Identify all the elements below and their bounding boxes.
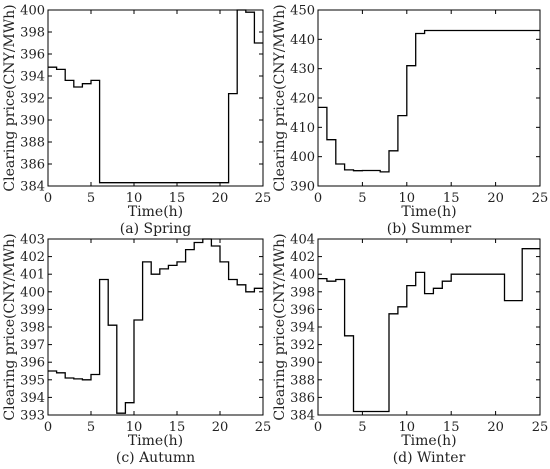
- x-tick-label: 5: [358, 420, 366, 435]
- x-tick-label: 5: [87, 420, 95, 435]
- x-axis-label: Time(h): [128, 433, 183, 449]
- y-tick-label: 399: [20, 303, 45, 318]
- y-tick-label: 410: [290, 121, 315, 136]
- x-tick-label: 20: [487, 420, 504, 435]
- x-tick-label: 10: [126, 420, 143, 435]
- price-series-line: [318, 248, 540, 413]
- x-tick-label: 20: [487, 191, 504, 206]
- plot-frame: [317, 238, 541, 416]
- subplot-4: 0 5 10 15 20 25 384 386 388 390 392 394 396 398 400 402…: [272, 233, 548, 467]
- y-tick-label: 386: [20, 158, 45, 173]
- y-tick-label: 400: [20, 285, 45, 300]
- x-tick-label: 0: [44, 420, 52, 435]
- y-tick-label: 402: [20, 250, 45, 265]
- subplot-caption: (d) Winter: [393, 450, 466, 466]
- x-tick-label: 15: [443, 191, 460, 206]
- y-axis-label: Clearing price(CNY/MWh): [2, 233, 18, 420]
- x-tick-label: 25: [532, 420, 549, 435]
- subplot-2: 0 5 10 15 20 25 390 400 410 420 430 440 450 Time(h)(b…: [272, 4, 548, 238]
- y-tick-label: 386: [290, 391, 315, 406]
- y-tick-label: 398: [290, 285, 315, 300]
- y-tick-label: 394: [20, 70, 45, 85]
- y-axis-label: Clearing price(CNY/MWh): [272, 233, 288, 420]
- y-tick-label: 388: [290, 373, 315, 388]
- price-series-line: [48, 238, 263, 414]
- x-tick-label: 20: [212, 420, 229, 435]
- x-tick-label: 0: [44, 191, 52, 206]
- y-tick-label: 397: [20, 338, 45, 353]
- y-tick-label: 398: [20, 26, 45, 41]
- x-tick-label: 20: [212, 191, 229, 206]
- y-tick-label: 401: [20, 268, 45, 283]
- subplot-1: 0 5 10 15 20 25 384 386 388 390 392 394 396 398 400 Tim…: [2, 4, 271, 238]
- x-axis-label: Time(h): [401, 204, 456, 220]
- x-tick-label: 10: [399, 191, 416, 206]
- y-tick-label: 396: [290, 303, 315, 318]
- subplot-3: 0 5 10 15 20 25 393 394 395 396 397 398 399 400 401 402…: [2, 233, 271, 467]
- y-axis-label: Clearing price(CNY/MWh): [2, 4, 18, 191]
- y-tick-label: 420: [290, 92, 315, 107]
- x-tick-label: 25: [255, 420, 272, 435]
- x-axis-label: Time(h): [128, 204, 183, 220]
- y-tick-label: 403: [20, 233, 45, 248]
- y-tick-label: 392: [20, 92, 45, 107]
- y-tick-label: 398: [20, 321, 45, 336]
- y-tick-label: 400: [20, 4, 45, 19]
- x-tick-label: 5: [358, 191, 366, 206]
- plot-frame: [47, 9, 264, 187]
- y-tick-label: 394: [20, 391, 45, 406]
- x-tick-label: 15: [169, 191, 186, 206]
- price-series-line: [318, 29, 540, 173]
- y-tick-label: 396: [20, 356, 45, 371]
- x-tick-label: 10: [399, 420, 416, 435]
- y-tick-label: 395: [20, 373, 45, 388]
- subplot-caption: (a) Spring: [120, 221, 191, 237]
- x-tick-label: 25: [532, 191, 549, 206]
- plot-frame: [47, 238, 264, 416]
- y-tick-label: 440: [290, 33, 315, 48]
- x-tick-label: 15: [443, 420, 460, 435]
- x-tick-label: 25: [255, 191, 272, 206]
- y-tick-label: 388: [20, 136, 45, 151]
- y-tick-label: 390: [20, 114, 45, 129]
- y-axis-label: Clearing price(CNY/MWh): [272, 4, 288, 191]
- x-tick-label: 5: [87, 191, 95, 206]
- y-tick-label: 400: [290, 150, 315, 165]
- y-tick-label: 390: [290, 356, 315, 371]
- x-tick-label: 0: [314, 420, 322, 435]
- x-tick-label: 10: [126, 191, 143, 206]
- y-tick-label: 430: [290, 62, 315, 77]
- y-tick-label: 396: [20, 48, 45, 63]
- y-tick-label: 404: [290, 233, 315, 248]
- x-tick-label: 0: [314, 191, 322, 206]
- price-series-line: [48, 9, 263, 184]
- x-axis-label: Time(h): [401, 433, 456, 449]
- y-tick-label: 394: [290, 321, 315, 336]
- y-tick-label: 384: [290, 409, 315, 424]
- y-tick-label: 392: [290, 338, 315, 353]
- subplot-caption: (c) Autumn: [116, 450, 195, 466]
- x-tick-label: 15: [169, 420, 186, 435]
- y-tick-label: 390: [290, 180, 315, 195]
- y-tick-label: 393: [20, 409, 45, 424]
- plot-frame: [317, 9, 541, 187]
- y-tick-label: 400: [290, 268, 315, 283]
- y-tick-label: 402: [290, 250, 315, 265]
- subplot-caption: (b) Summer: [387, 221, 472, 237]
- y-tick-label: 450: [290, 4, 315, 19]
- y-tick-label: 384: [20, 180, 45, 195]
